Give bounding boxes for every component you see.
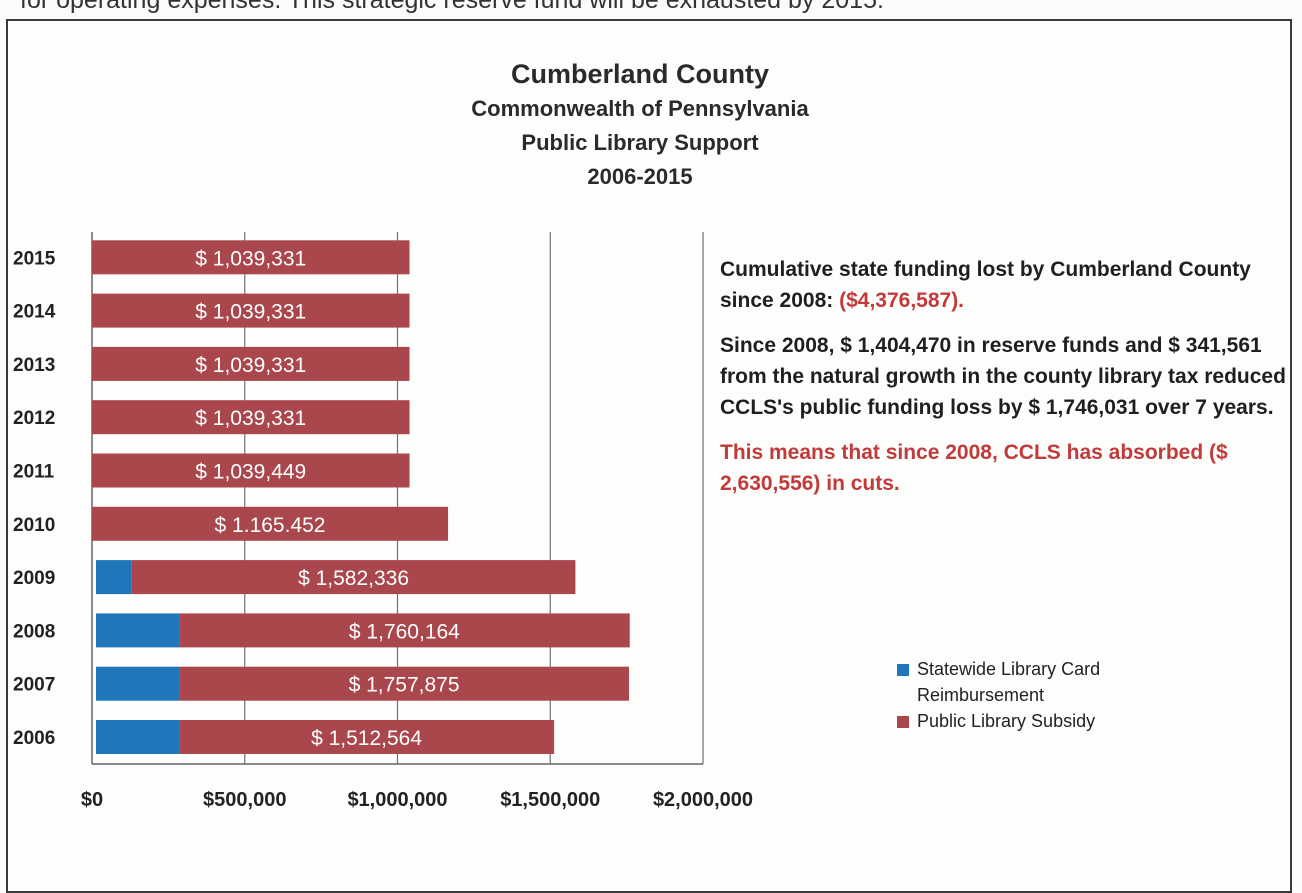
reserve-note: Since 2008, $ 1,404,470 in reserve funds… [720, 334, 1286, 419]
bar-segment-subsidy [179, 613, 630, 648]
cumulative-note: Cumulative state funding lost by Cumberl… [720, 254, 1295, 316]
bar-data-label: $ 1.165.452 [215, 514, 326, 537]
chart-legend: Statewide Library Card Reimbursement Pub… [897, 656, 1157, 734]
bar-data-label: $ 1,039,331 [195, 407, 306, 430]
chart-subtitle-2: Public Library Support [521, 130, 759, 155]
bar-segment-reimbursement [96, 720, 180, 754]
bar-segment-subsidy [92, 400, 410, 435]
header-fragment: for operating expenses. This strategic r… [20, 0, 884, 14]
bar-segment-subsidy [92, 346, 410, 381]
legend-swatch-subsidy [897, 716, 909, 728]
bar-data-label: $ 1,039,449 [195, 461, 306, 484]
notes-panel: Cumulative state funding lost by Cumberl… [720, 254, 1295, 513]
bar-segment-reimbursement [96, 666, 180, 701]
bar-segment-subsidy [131, 560, 576, 595]
bar-segment-subsidy [92, 453, 410, 488]
y-category-label: 2006 [13, 728, 55, 749]
x-tick-label: $0 [81, 789, 103, 811]
cumulative-amount: ($4,376,587). [839, 289, 965, 312]
bar-data-label: $ 1,039,331 [195, 354, 306, 377]
y-category-label: 2011 [13, 462, 55, 483]
y-category-label: 2015 [13, 248, 56, 269]
chart-subtitle-3: 2006-2015 [587, 164, 693, 189]
bar-segment-subsidy [92, 506, 449, 541]
x-tick-label: $1,500,000 [500, 789, 600, 811]
bar-segment-subsidy [92, 240, 410, 275]
x-tick-label: $500,000 [203, 789, 286, 811]
legend-item-reimbursement: Statewide Library Card Reimbursement [897, 656, 1157, 708]
bar-segment-subsidy [92, 293, 410, 328]
legend-label-reimbursement: Statewide Library Card Reimbursement [917, 659, 1101, 705]
bar-segment-subsidy [179, 720, 555, 754]
bar-data-label: $ 1,039,331 [195, 301, 306, 324]
bar-data-label: $ 1,039,331 [195, 247, 306, 270]
legend-item-subsidy: Public Library Subsidy [897, 708, 1157, 734]
y-category-label: 2014 [13, 302, 56, 323]
chart-title: Cumberland County [510, 59, 769, 89]
legend-swatch-reimbursement [897, 664, 909, 676]
y-category-label: 2013 [13, 355, 55, 376]
y-category-label: 2009 [13, 568, 55, 589]
bar-data-label: $ 1,512,564 [311, 727, 422, 750]
bar-data-label: $ 1,757,875 [349, 674, 460, 697]
absorbed-note: This means that since 2008, CCLS has abs… [720, 441, 1228, 495]
bar-data-label: $ 1,760,164 [349, 620, 460, 643]
bar-segment-reimbursement [96, 560, 132, 595]
y-category-label: 2010 [13, 515, 55, 536]
y-category-label: 2012 [13, 408, 55, 429]
x-tick-label: $2,000,000 [653, 789, 753, 811]
x-tick-label: $1,000,000 [347, 789, 447, 811]
bar-data-label: $ 1,582,336 [298, 567, 409, 590]
cropped-text-fragment: for operating expenses. This strategic r… [0, 0, 1302, 20]
bar-segment-reimbursement [96, 613, 180, 648]
chart-title-block: Cumberland County Commonwealth of Pennsy… [340, 56, 940, 194]
cumulative-text: Cumulative state funding lost by Cumberl… [720, 258, 1251, 312]
y-category-label: 2008 [13, 621, 55, 642]
chart-subtitle-1: Commonwealth of Pennsylvania [471, 96, 809, 121]
y-category-label: 2007 [13, 675, 55, 696]
legend-label-subsidy: Public Library Subsidy [917, 711, 1096, 731]
bar-segment-subsidy [179, 666, 630, 701]
